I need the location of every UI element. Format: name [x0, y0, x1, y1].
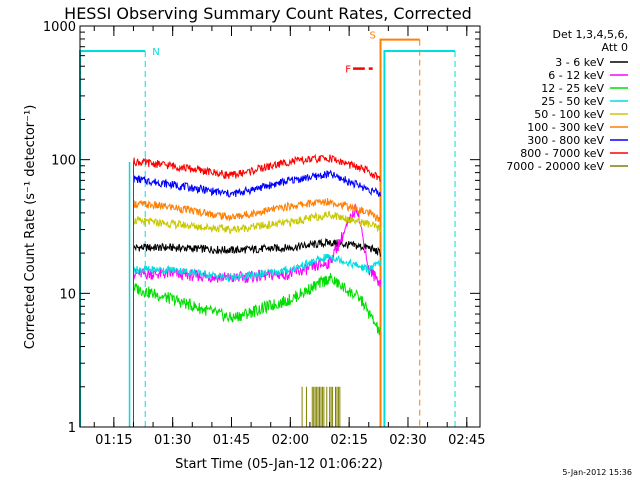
flag-n-label: N: [152, 47, 159, 58]
axes: 1 10 100 1000 01:15 01:30 01:45 02:00 02:15 02:30…: [43, 20, 486, 448]
series-800-7000kev-line: [133, 153, 381, 427]
legend-label: 3 - 6 keV: [555, 56, 604, 69]
chart-title: HESSI Observing Summary Count Rates, Cor…: [64, 4, 472, 23]
y-tick-label: 10: [59, 287, 76, 302]
flag-n-left-line: [79, 50, 146, 427]
timestamp: 5-Jan-2012 15:36: [562, 468, 632, 477]
x-axis-label: Start Time (05-Jan-12 01:06:22): [175, 457, 383, 472]
legend-label: 7000 - 20000 keV: [506, 160, 604, 173]
plot-frame: [79, 25, 481, 428]
y-axis-label: Corrected Count Rate (s⁻¹ detector⁻¹): [23, 105, 38, 350]
flag-s-label: S: [370, 31, 376, 42]
series-50-100kev-line: [133, 210, 381, 427]
series-12-25kev-line: [133, 272, 381, 427]
series-6-12kev-line: [133, 203, 381, 427]
y-tick-label: 1000: [43, 20, 76, 35]
x-tick-label: 01:30: [154, 433, 191, 448]
series-25-50kev-line: [133, 253, 381, 427]
flag-n-right-line: [383, 50, 456, 427]
legend-label: 12 - 25 keV: [541, 82, 604, 95]
series-100-300kev-line: [133, 198, 381, 427]
plot-area: N S F: [79, 31, 456, 427]
legend-label: 25 - 50 keV: [541, 95, 604, 108]
legend-label: 300 - 800 keV: [527, 134, 604, 147]
y-tick-label: 100: [51, 154, 76, 169]
flag-f-label: F: [345, 65, 351, 76]
x-tick-label: 02:45: [448, 433, 485, 448]
y-tick-label: 1: [68, 421, 76, 436]
x-tick-label: 02:30: [389, 433, 426, 448]
x-tick-label: 01:15: [95, 433, 132, 448]
series-300-800kev-line: [133, 169, 381, 427]
legend-label: 50 - 100 keV: [534, 108, 604, 121]
flag-s-line: [379, 38, 420, 427]
x-tick-label: 02:00: [272, 433, 309, 448]
legend-label: 100 - 300 keV: [527, 121, 604, 134]
legend-label: 6 - 12 keV: [548, 69, 604, 82]
legend-header-line2: Att 0: [602, 41, 628, 54]
legend-label: 800 - 7000 keV: [520, 147, 604, 160]
legend-header-line1: Det 1,3,4,5,6,: [552, 28, 628, 41]
x-tick-label: 01:45: [213, 433, 250, 448]
x-tick-label: 02:15: [330, 433, 367, 448]
